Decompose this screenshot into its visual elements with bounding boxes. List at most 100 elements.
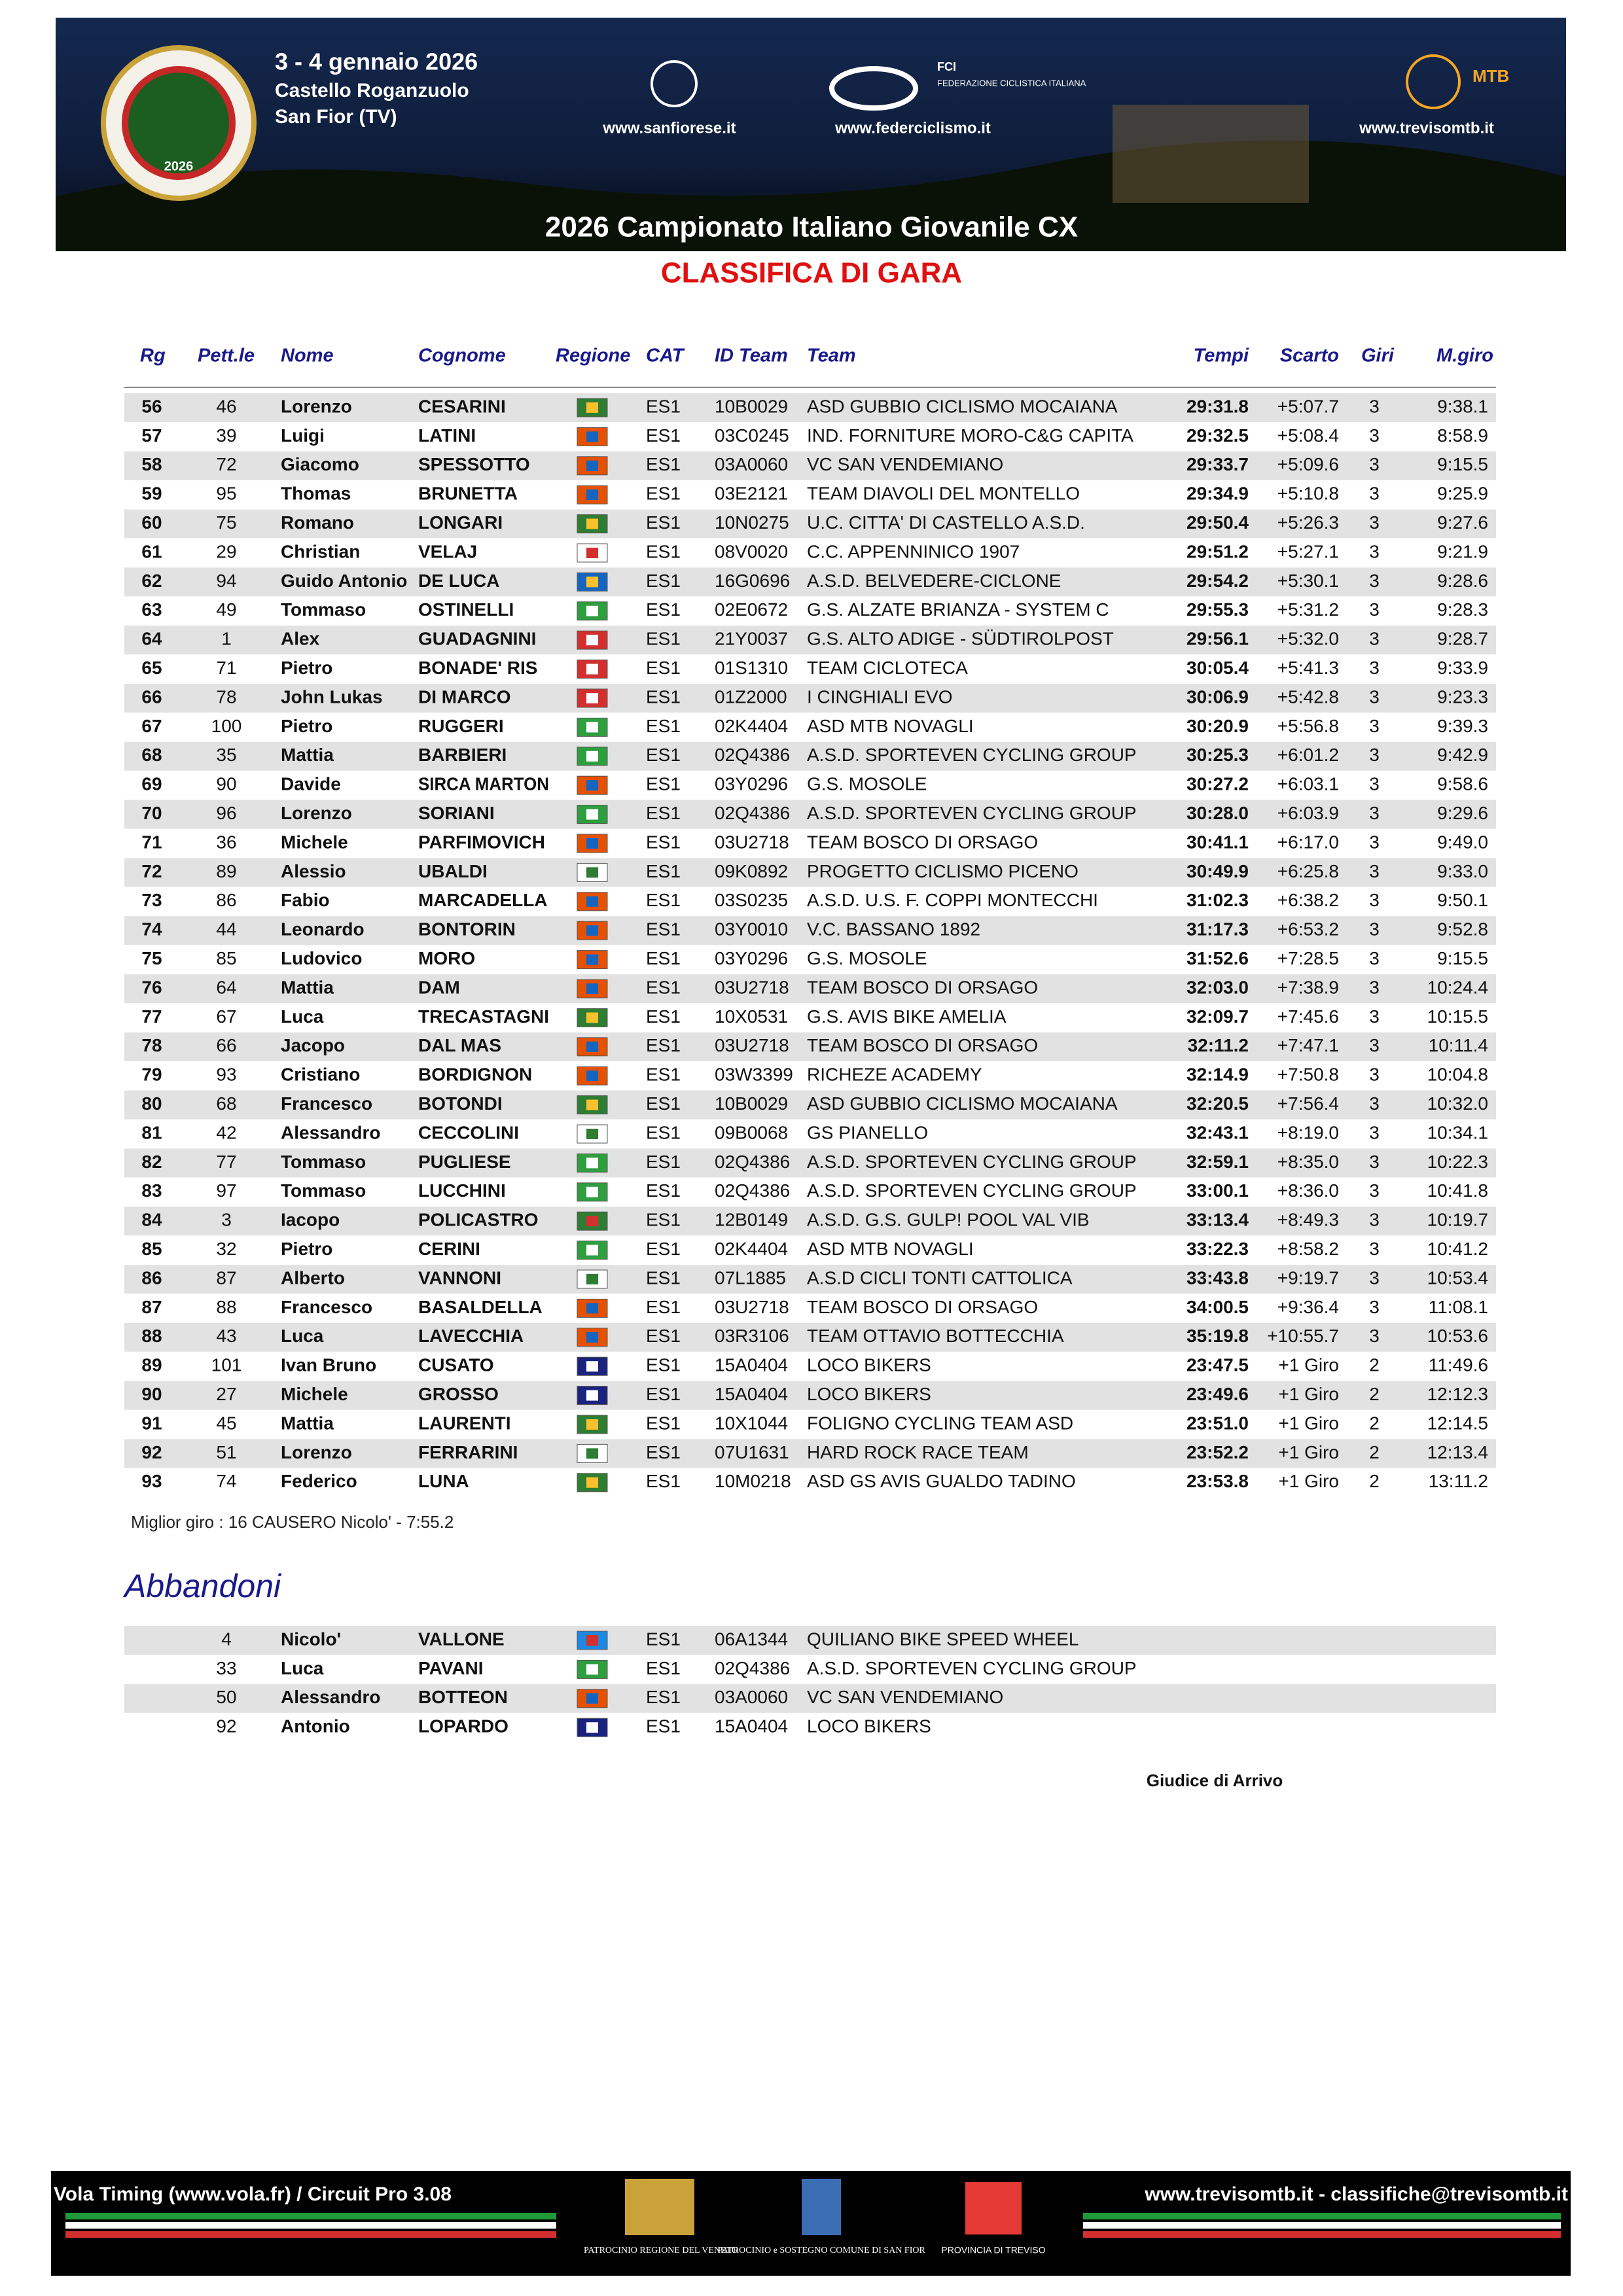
cell: 3 [1369,1122,1380,1142]
cell: SIRCA MARTON [418,774,549,794]
region-flag-emblem [586,1157,598,1169]
cell: 3 [1369,571,1380,591]
cell: 44 [216,919,236,940]
cell: LOCO BIKERS [807,1355,931,1375]
cell: ES1 [646,1326,681,1346]
cell: C.C. APPENNINICO 1907 [807,541,1020,561]
cell: +8:49.3 [1277,1210,1339,1230]
cell: 79 [141,1065,162,1085]
cell: 83 [141,1180,162,1201]
cell: ES1 [646,1629,681,1649]
cell: Jacopo [281,1035,345,1055]
cell: 3 [1369,832,1380,852]
cell: Michele [281,1384,348,1404]
cell: CECCOLINI [418,1122,519,1142]
cell: 3 [1369,1035,1380,1055]
cell: 12:12.3 [1427,1384,1488,1404]
cell: 33:22.3 [1186,1239,1249,1259]
cell: ES1 [646,890,681,910]
region-flag-emblem [586,1722,598,1733]
cell: G.S. MOSOLE [807,948,927,968]
cell: 51 [216,1442,236,1462]
cell: 72 [216,454,236,474]
cell: 59 [141,484,162,504]
row-band [124,858,1496,887]
cell: 09B0068 [715,1122,788,1142]
cell: POLICASTRO [418,1210,539,1230]
cell: +6:17.0 [1277,832,1339,852]
region-flag-emblem [586,1245,598,1256]
cell: 21Y0037 [715,629,788,649]
cell: ES1 [646,541,681,561]
cell: TEAM BOSCO DI ORSAGO [807,832,1038,852]
region-flag-emblem [586,1216,598,1227]
cell: 02Q4386 [715,803,790,823]
cell: 89 [216,861,236,881]
column-header: Rg [140,345,166,366]
cell: 61 [141,541,162,561]
cell: 29:33.7 [1186,454,1249,474]
cell: ES1 [646,686,681,707]
cell: 31:02.3 [1186,890,1249,910]
cell: 29:31.8 [1186,396,1249,416]
cell: 9:23.3 [1437,686,1488,707]
region-flag-emblem [586,780,598,791]
cell: 75 [141,948,162,968]
cell: 92 [141,1442,162,1462]
cell: LOCO BIKERS [807,1384,931,1404]
cell: +6:25.8 [1277,861,1339,881]
website: www.trevisomtb.it [1359,119,1494,137]
cell: ES1 [646,1006,681,1027]
cell: A.S.D CICLI TONTI CATTOLICA [807,1267,1073,1288]
cell: Pietro [281,658,332,678]
cell: +5:07.7 [1277,396,1339,416]
cell: 32:03.0 [1186,977,1249,997]
cell: 30:06.9 [1186,686,1249,707]
cell: 10B0029 [715,396,788,416]
region-flag-emblem [586,722,598,733]
cell: 10:32.0 [1427,1093,1488,1114]
page-subtitle: CLASSIFICA DI GARA [661,257,962,289]
row-band [124,1684,1496,1713]
cell: Francesco [281,1093,372,1114]
cell: TEAM BOSCO DI ORSAGO [807,1297,1038,1317]
event-place: San Fior (TV) [275,106,397,128]
cell: 3 [1369,948,1380,968]
cell: 02E0672 [715,599,788,620]
region-flag-emblem [586,1303,598,1314]
footer-right: www.trevisomtb.it - classifiche@trevisom… [1144,2183,1568,2205]
cell: 9:28.6 [1437,571,1488,591]
cell: 9:49.0 [1437,832,1488,852]
cell: 15A0404 [715,1355,788,1375]
cell: Mattia [281,745,334,765]
cell: 32:11.2 [1188,1035,1249,1055]
cell: 2 [1369,1355,1380,1375]
cell: 2 [1369,1442,1380,1462]
cell: 67 [216,1006,236,1027]
footer-left: Vola Timing (www.vola.fr) / Circuit Pro … [54,2183,452,2205]
event-place: Castello Roganzuolo [275,80,469,101]
cell: VC SAN VENDEMIANO [807,454,1003,474]
region-flag-emblem [586,431,598,442]
cell: 10X1044 [715,1413,788,1433]
column-header: Giri [1361,345,1395,366]
cell: 3 [1369,396,1380,416]
cell: 68 [141,745,162,765]
cell: 90 [141,1384,162,1404]
cell: +5:30.1 [1277,571,1339,591]
cell: BOTTEON [418,1687,508,1707]
cell: 49 [216,599,236,620]
cell: 9:25.9 [1437,484,1488,504]
column-header: Regione [556,345,630,366]
cell: LAURENTI [418,1413,511,1433]
region-flag-emblem [586,663,598,675]
cell: CERINI [418,1239,480,1259]
region-flag-emblem [586,635,598,646]
cell: Ludovico [281,948,362,968]
cell: ES1 [646,629,681,649]
cell: 92 [216,1716,236,1737]
region-flag-emblem [586,838,598,849]
region-flag-emblem [586,1332,598,1343]
cell: 64 [216,977,236,997]
